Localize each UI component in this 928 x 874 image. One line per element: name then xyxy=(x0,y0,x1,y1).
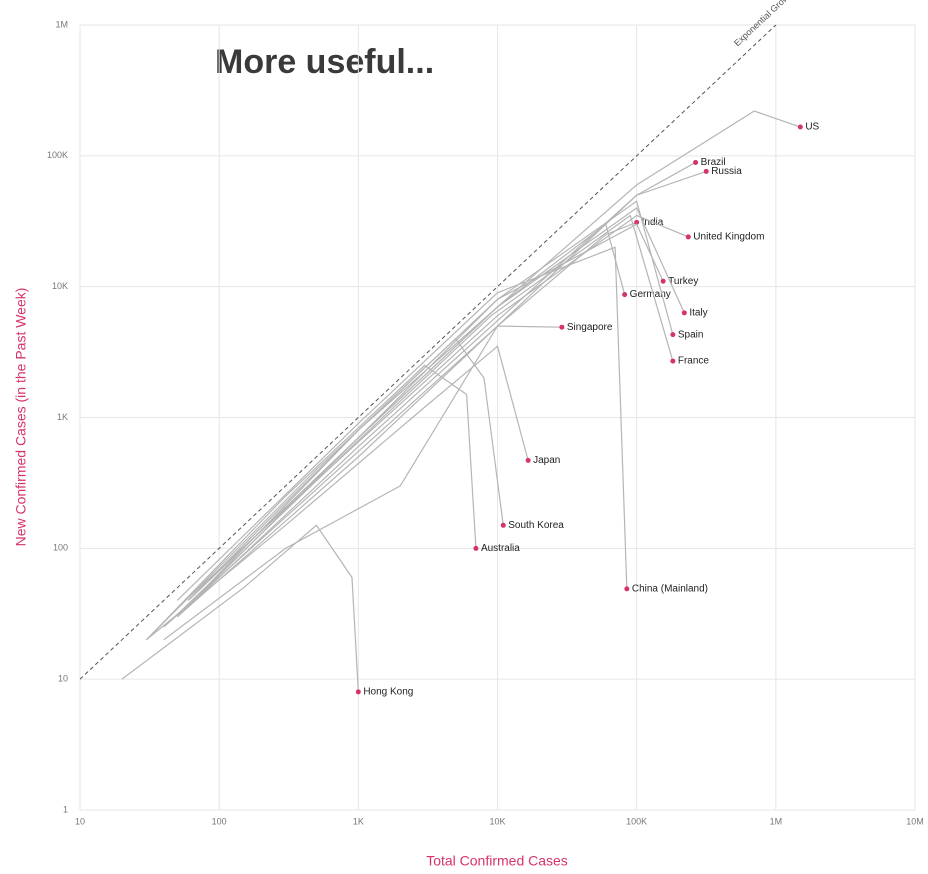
series-label: China (Mainland) xyxy=(632,584,708,595)
endpoint xyxy=(559,324,565,330)
x-tick-label: 100K xyxy=(626,816,647,826)
endpoint xyxy=(500,522,506,528)
series-label: US xyxy=(805,122,819,133)
x-axis-label: Total Confirmed Cases xyxy=(426,853,568,869)
series-label: Japan xyxy=(533,455,560,466)
endpoint xyxy=(473,545,479,551)
x-tick-label: 10K xyxy=(489,816,505,826)
y-tick-label: 1K xyxy=(57,412,68,422)
x-tick-label: 1K xyxy=(353,816,364,826)
endpoint xyxy=(797,124,803,130)
endpoint xyxy=(681,310,687,316)
trajectory xyxy=(176,246,628,601)
endpoint xyxy=(703,168,709,174)
series-label: United Kingdom xyxy=(693,232,764,243)
endpoint xyxy=(634,219,640,225)
chart-title: More useful... xyxy=(215,43,434,81)
x-tick-label: 10 xyxy=(75,816,85,826)
trajectory xyxy=(163,325,562,641)
series-label: Russia xyxy=(711,166,742,177)
endpoint xyxy=(525,457,531,463)
series-label: Turkey xyxy=(668,276,698,287)
endpoint xyxy=(355,689,361,695)
series-label: South Korea xyxy=(508,520,564,531)
trajectory xyxy=(145,364,477,641)
series-label: Hong Kong xyxy=(363,686,413,697)
y-tick-label: 1M xyxy=(55,19,68,29)
endpoint xyxy=(670,332,676,338)
x-tick-label: 10M xyxy=(906,816,924,826)
series-label: Brazil xyxy=(701,157,726,168)
y-tick-label: 100K xyxy=(47,150,68,160)
endpoint xyxy=(693,159,699,165)
y-tick-label: 10K xyxy=(52,281,68,291)
series-label: Australia xyxy=(481,543,520,554)
endpoint xyxy=(622,292,628,298)
series-label: Singapore xyxy=(567,322,613,333)
y-tick-label: 10 xyxy=(58,674,68,684)
y-axis-label: New Confirmed Cases (in the Past Week) xyxy=(13,288,29,547)
trajectory xyxy=(176,161,696,618)
x-tick-label: 1M xyxy=(770,816,783,826)
series-label: Italy xyxy=(689,308,707,319)
series-label: Spain xyxy=(678,329,704,340)
endpoint xyxy=(660,278,666,284)
exponential-reference xyxy=(79,24,777,680)
y-tick-label: 100 xyxy=(53,543,68,553)
trajectory xyxy=(121,524,359,692)
endpoint xyxy=(685,234,691,240)
trajectory xyxy=(145,337,504,641)
trajectory xyxy=(170,214,674,622)
endpoint xyxy=(624,586,630,592)
trajectory xyxy=(187,206,685,601)
trajectory xyxy=(176,200,674,618)
endpoint xyxy=(670,358,676,364)
series-label: France xyxy=(678,356,710,367)
x-tick-label: 100 xyxy=(212,816,227,826)
y-tick-label: 1 xyxy=(63,804,68,814)
series-label: Germany xyxy=(630,289,671,300)
trajectory xyxy=(146,345,529,641)
annotation: Exponential Growth of Confirmed Cases xyxy=(732,0,857,48)
